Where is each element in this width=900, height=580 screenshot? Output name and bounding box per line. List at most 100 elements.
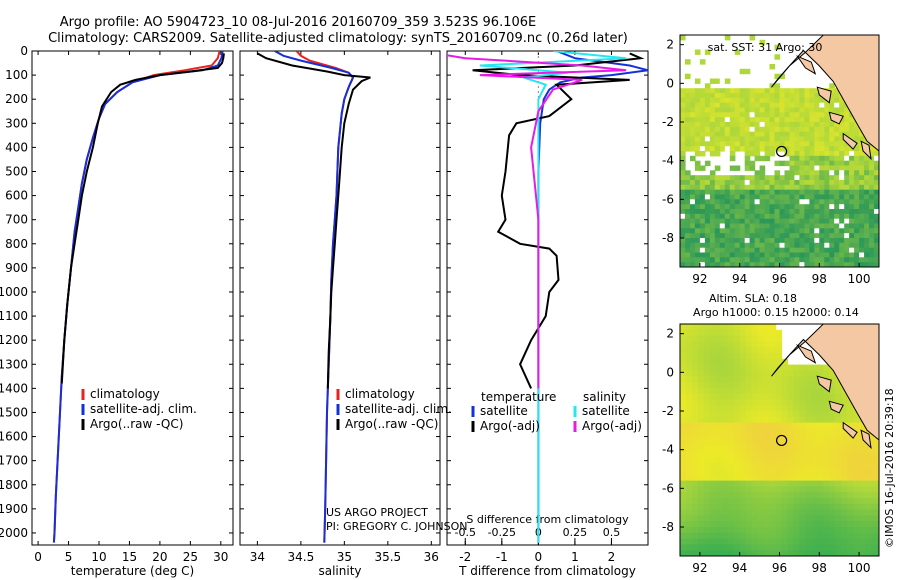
map-cell (690, 223, 696, 229)
map-cell (733, 428, 741, 435)
map-cell (763, 393, 771, 400)
map-cell (787, 387, 795, 395)
map-cell (744, 199, 751, 205)
map-cell (819, 165, 825, 171)
map-cell (745, 416, 753, 424)
map-cell (754, 97, 761, 104)
map-cell (699, 88, 706, 94)
map-cell (759, 122, 766, 128)
map-cell (817, 480, 824, 487)
map-cell (680, 228, 686, 234)
map-cell (751, 486, 759, 493)
map-cell (697, 422, 705, 429)
map-cell (759, 170, 766, 176)
map-cell (744, 262, 751, 267)
map-cell (757, 399, 765, 406)
map-cell (869, 155, 875, 162)
map-cell (714, 209, 721, 215)
map-cell (824, 122, 830, 128)
map-cell (734, 165, 741, 171)
map-cell (805, 416, 812, 424)
map-cell (847, 445, 854, 453)
map-cell (751, 503, 759, 511)
map-cell (744, 68, 751, 75)
map-cell (841, 538, 848, 545)
map-cell (799, 428, 806, 435)
map-cell (739, 347, 747, 354)
map-cell (841, 416, 848, 424)
map-cell (691, 492, 699, 499)
map-cell (839, 180, 845, 186)
map-cell (699, 180, 706, 186)
map-cell (704, 122, 711, 128)
map-cell (819, 199, 825, 205)
map-cell (686, 376, 693, 383)
map-cell (824, 257, 830, 263)
map-cell (834, 97, 840, 104)
map-cell (774, 238, 781, 244)
map-cell (799, 180, 805, 186)
map-cell (834, 122, 840, 128)
map-cell (686, 527, 693, 534)
map-cell (757, 324, 765, 331)
map-cell (814, 131, 820, 138)
map-cell (824, 117, 830, 123)
map-cell (819, 238, 825, 244)
map-cell (799, 126, 805, 133)
map-cell (709, 387, 717, 395)
map-cell (834, 141, 840, 147)
map-cell (829, 387, 836, 395)
map-cell (734, 228, 741, 234)
map-cell (757, 353, 765, 360)
map-cell (794, 93, 800, 99)
map-cell (680, 35, 686, 41)
map-cell (849, 155, 855, 162)
map-cell (844, 151, 850, 157)
map-cell (757, 434, 765, 441)
map-cell (799, 199, 805, 205)
map-cell (763, 364, 771, 371)
map-cell (814, 117, 820, 123)
map-cell (745, 457, 753, 464)
map-y-tick-label: -8 (662, 231, 674, 245)
map-cell (775, 527, 783, 534)
map-cell (844, 131, 850, 138)
map-cell (819, 107, 825, 113)
map-cell (835, 440, 842, 447)
map-cell (685, 73, 691, 80)
map-cell (839, 262, 845, 267)
map-cell (779, 238, 786, 244)
map-cell (769, 180, 776, 186)
map-cell (779, 213, 786, 220)
map-cell (694, 141, 701, 147)
map-cell (874, 252, 879, 258)
map-cell (874, 151, 879, 157)
map-cell (733, 364, 741, 371)
map-cell (839, 218, 845, 225)
map-cell (763, 486, 771, 493)
map-cell (811, 509, 818, 516)
map-cell (727, 515, 735, 522)
map-cell (763, 324, 771, 331)
map-cell (769, 405, 777, 412)
map-cell (854, 242, 860, 249)
map-cell (834, 160, 840, 167)
map-cell (859, 503, 866, 511)
map-cell (823, 480, 830, 487)
map-cell (764, 141, 771, 147)
map-cell (774, 93, 781, 99)
map-cell (841, 486, 848, 493)
map-cell (721, 324, 729, 331)
map-cell (680, 486, 687, 493)
map-cell (749, 107, 756, 113)
map-cell (769, 88, 776, 94)
map-cell (874, 238, 879, 244)
map-cell (690, 126, 696, 133)
map-cell (744, 122, 751, 128)
map-cell (834, 194, 840, 200)
map-cell (715, 324, 723, 331)
map-cell (784, 262, 791, 267)
map-cell (787, 457, 795, 464)
map-cell (809, 170, 815, 176)
map-cell (817, 416, 824, 424)
